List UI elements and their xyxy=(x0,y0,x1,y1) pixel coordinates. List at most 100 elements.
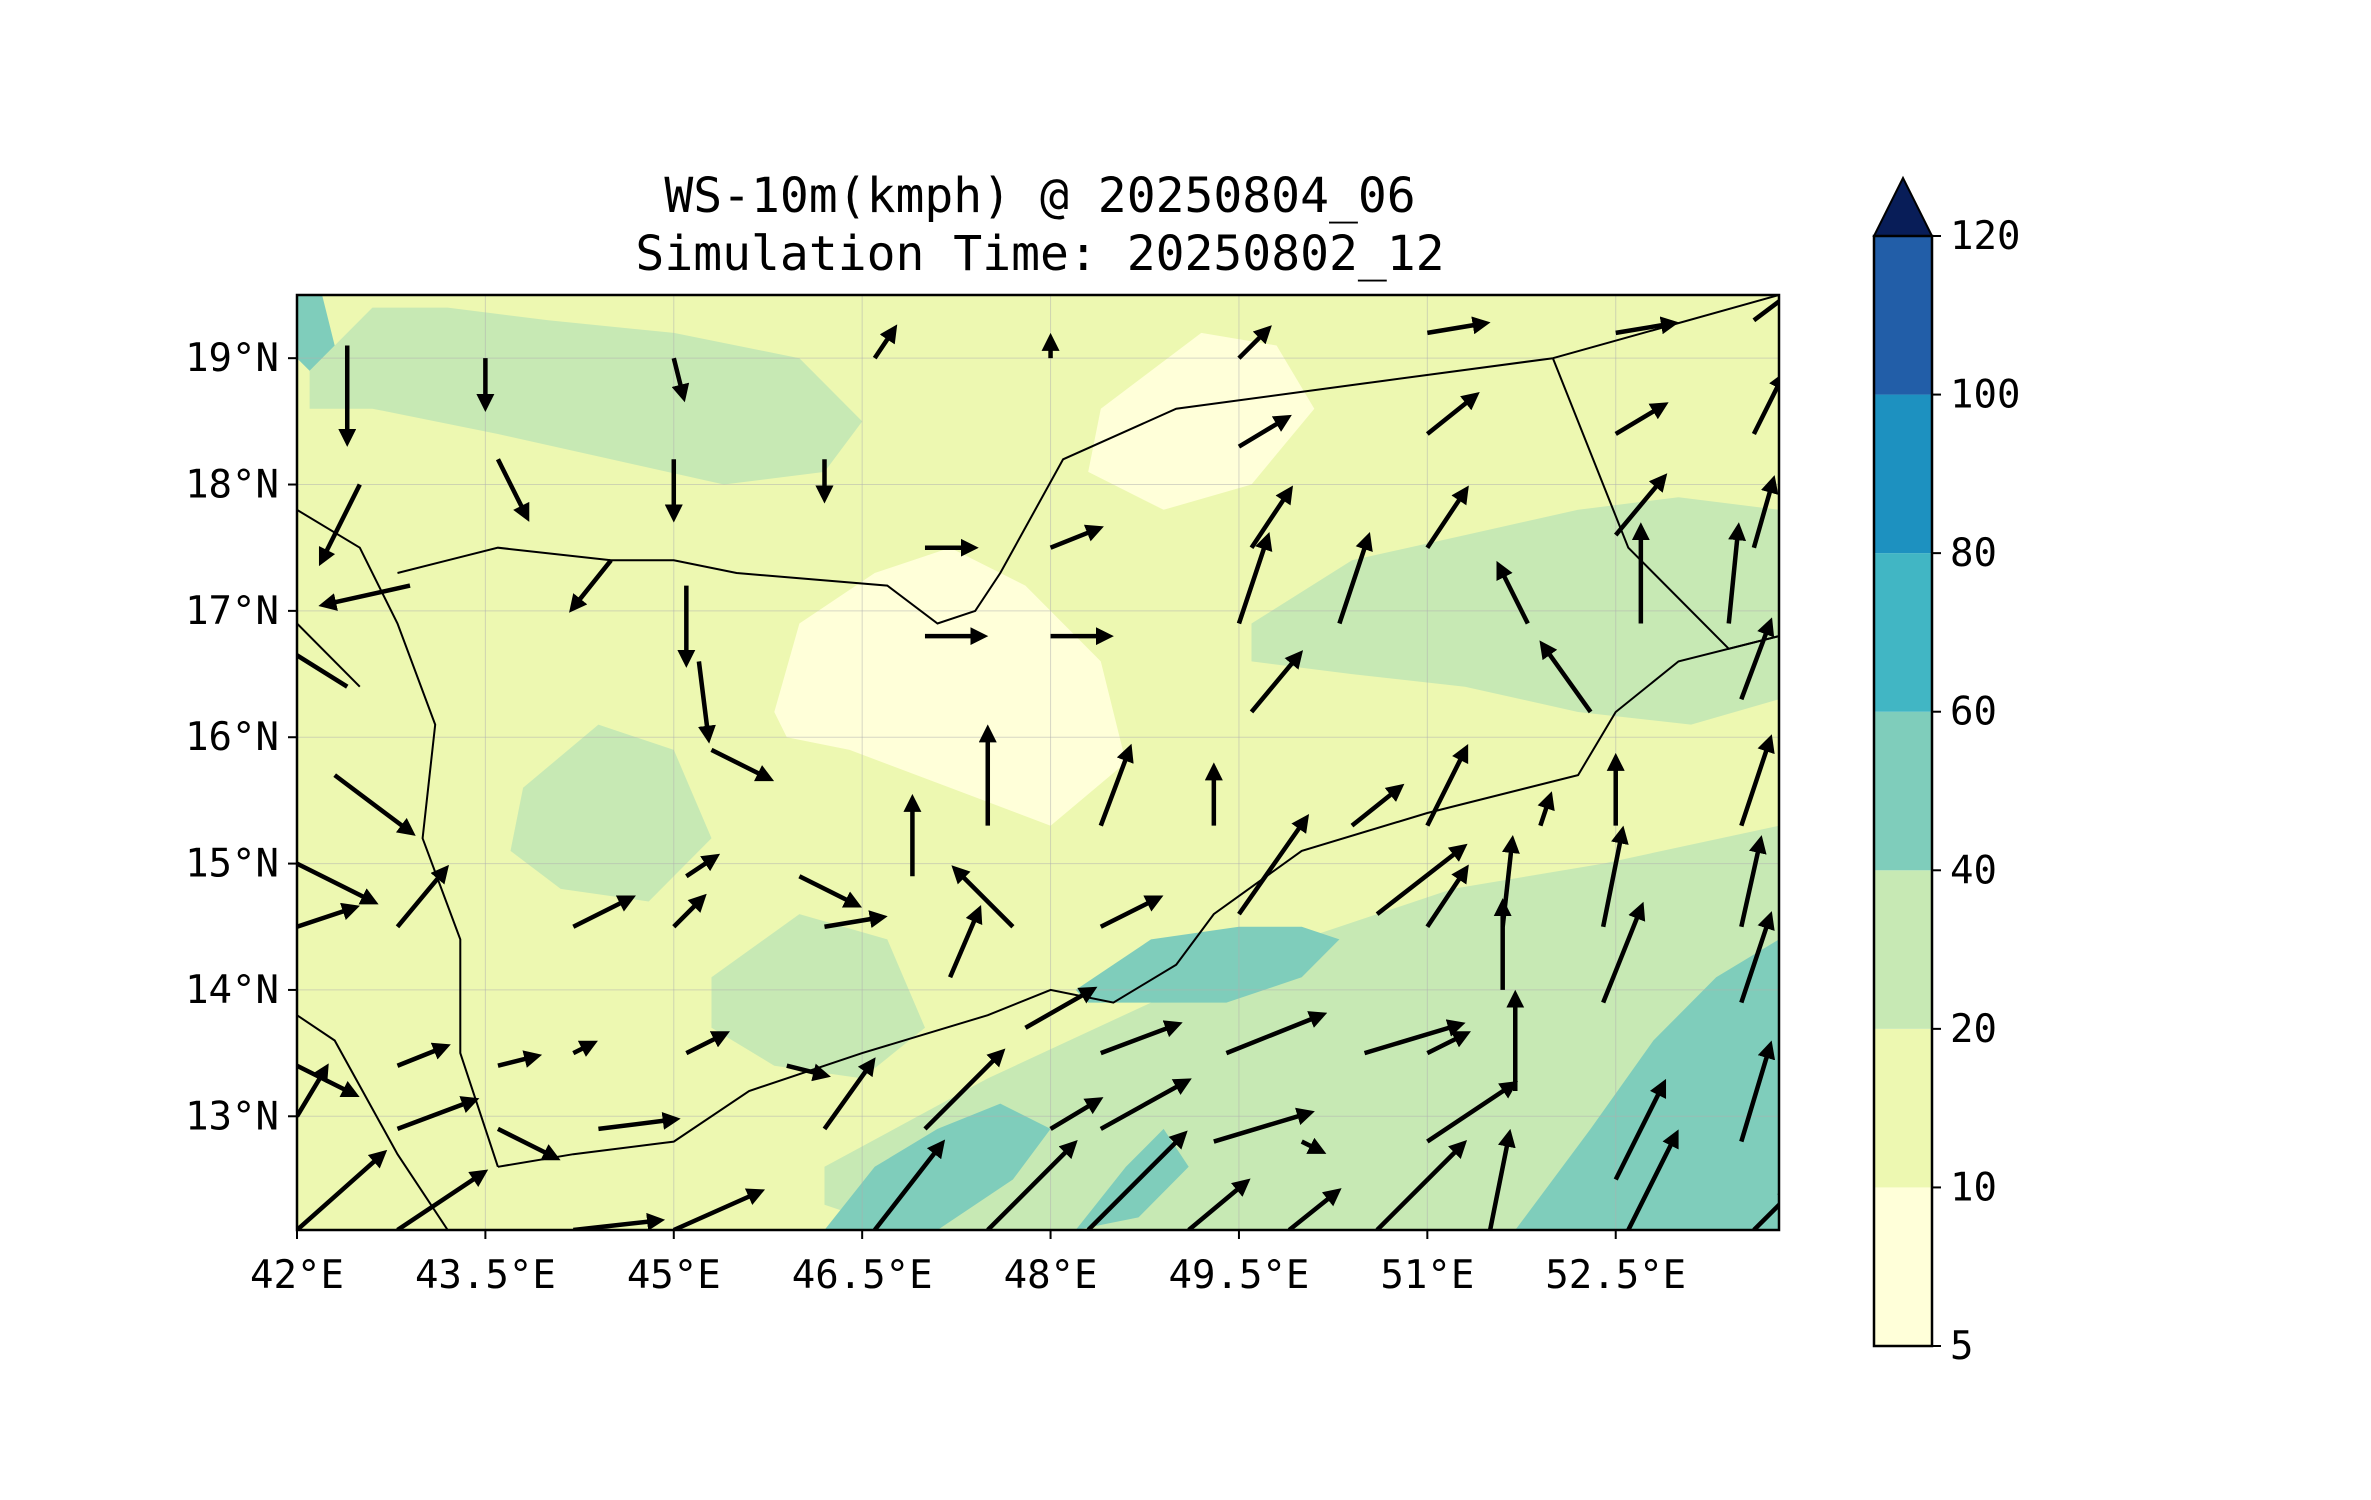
wind-arrow-54 xyxy=(1375,843,1468,916)
wind-arrow-60 xyxy=(395,864,450,929)
colorbar-label: 80 xyxy=(1950,531,1997,576)
speed-region-9 xyxy=(1075,926,1340,1003)
colorbar-label: 10 xyxy=(1950,1165,1997,1210)
wind-arrow-36 xyxy=(1539,640,1593,714)
colorbar-segment-80 xyxy=(1874,394,1932,554)
coast-horn xyxy=(297,1014,449,1230)
wind-arrow-18 xyxy=(569,558,613,613)
wind-arrow-5 xyxy=(1237,325,1272,360)
wind-arrow-90 xyxy=(1300,1137,1327,1154)
colorbar-segment-60 xyxy=(1874,553,1932,712)
wind-arrow-81 xyxy=(297,1063,329,1118)
speed-region-11 xyxy=(297,295,335,371)
wind-arrow-37 xyxy=(1739,617,1775,701)
wind-arrow-53 xyxy=(1237,813,1310,916)
y-axis: 13°N 14°N 15°N 16°N 17°N 18°N 19°N xyxy=(185,336,297,1139)
wind-arrow-100 xyxy=(1086,1130,1188,1230)
wind-arrow-63 xyxy=(824,910,888,929)
wind-arrow-68 xyxy=(1739,911,1775,1004)
wind-arrow-35 xyxy=(1249,650,1304,714)
x-tick-label: 45°E xyxy=(627,1253,721,1298)
wind-arrow-62 xyxy=(672,893,707,929)
wind-arrow-87 xyxy=(1049,1097,1104,1131)
colorbar-label: 120 xyxy=(1950,214,2020,259)
colorbar: 5 10 20 40 60 80 100 120 xyxy=(1872,175,2020,1369)
wind-arrow-99 xyxy=(986,1140,1078,1230)
coast-gulf-of-aden xyxy=(497,635,1779,1168)
wind-arrow-13 xyxy=(1237,414,1292,449)
wind-arrow-74 xyxy=(786,1063,831,1082)
speed-region-2 xyxy=(309,307,863,485)
y-tick-label: 17°N xyxy=(185,589,279,634)
wind-arrow-6 xyxy=(1426,316,1491,336)
wind-arrow-64 xyxy=(948,905,983,979)
wind-arrow-58 xyxy=(1739,835,1767,928)
wind-arrow-94 xyxy=(297,1149,388,1230)
colorbar-segment-100 xyxy=(1874,236,1932,395)
colorbar-label: 5 xyxy=(1950,1324,1973,1369)
wind-arrow-71 xyxy=(497,1050,543,1068)
wind-arrow-15 xyxy=(1614,402,1669,436)
wind-arrow-31 xyxy=(297,652,349,689)
colorbar-label: 60 xyxy=(1950,690,1997,735)
y-tick-label: 14°N xyxy=(185,968,279,1013)
wind-arrow-3 xyxy=(872,324,898,360)
colorbar-label: 20 xyxy=(1950,1007,1997,1052)
wind-arrow-88 xyxy=(1099,1078,1192,1131)
wind-arrow-70 xyxy=(396,1042,451,1068)
x-tick-label: 49.5°E xyxy=(1169,1253,1310,1298)
colorbar-label: 100 xyxy=(1950,373,2020,418)
wind-arrow-41 xyxy=(1098,743,1134,827)
wind-arrow-32 xyxy=(696,661,716,744)
wind-arrow-102 xyxy=(1287,1188,1342,1230)
wind-arrow-26 xyxy=(1236,532,1273,625)
wind-arrow-55 xyxy=(1425,864,1469,929)
chart-title: WS-10m(kmph) @ 20250804_06 xyxy=(664,168,1416,224)
wind-arrow-49 xyxy=(685,853,721,879)
colorbar-segment-20 xyxy=(1874,870,1932,1029)
map-frame xyxy=(295,293,1781,1232)
colorbar-segment-40 xyxy=(1874,711,1932,871)
map-area xyxy=(295,293,1781,1232)
speed-region-10 xyxy=(1515,939,1779,1230)
wind-arrow-24 xyxy=(1614,473,1668,537)
wind-arrow-52 xyxy=(951,865,1015,929)
wind-arrow-91 xyxy=(1426,1081,1519,1144)
wind-arrow-17 xyxy=(318,583,411,611)
colorbar-frame xyxy=(1872,234,1934,1348)
wind-arrow-76 xyxy=(1100,1020,1183,1056)
wind-arrow-23 xyxy=(1425,485,1469,549)
wind-arrow-30 xyxy=(1726,522,1747,624)
speed-region-6 xyxy=(824,825,1779,1230)
wind-arrow-10 xyxy=(495,458,530,522)
x-tick-label: 43.5°E xyxy=(415,1253,556,1298)
x-tick-label: 46.5°E xyxy=(792,1253,933,1298)
wind-arrow-89 xyxy=(1213,1107,1315,1144)
speed-region-1 xyxy=(1088,332,1315,510)
wind-arrow-77 xyxy=(1225,1011,1328,1056)
wind-arrow-105 xyxy=(1626,1129,1679,1230)
wind-arrow-104 xyxy=(1487,1128,1516,1230)
wind-arrow-57 xyxy=(1600,825,1629,928)
wind-arrow-16 xyxy=(1751,371,1779,435)
wind-arrow-8 xyxy=(1752,295,1779,323)
colorbar-segment-10 xyxy=(1874,1028,1932,1188)
wind-arrow-101 xyxy=(1187,1178,1251,1230)
wind-arrow-79 xyxy=(1426,1031,1471,1056)
wind-arrow-67 xyxy=(1601,901,1646,1004)
wind-arrow-78 xyxy=(1363,1019,1466,1056)
y-tick-label: 19°N xyxy=(185,336,279,381)
wind-arrow-73 xyxy=(685,1031,730,1056)
wind-arrow-97 xyxy=(672,1188,766,1230)
wind-arrow-43 xyxy=(1350,783,1405,828)
wind-arrow-27 xyxy=(1337,532,1373,625)
wind-arrow-84 xyxy=(598,1111,681,1132)
wind-arrow-72 xyxy=(572,1040,598,1057)
wind-arrow-98 xyxy=(872,1139,946,1230)
border-saudi-yemen xyxy=(397,357,1554,625)
x-tick-label: 51°E xyxy=(1380,1253,1474,1298)
speed-region-8 xyxy=(1038,1128,1189,1230)
x-tick-label: 52.5°E xyxy=(1545,1253,1686,1298)
wind-arrow-93 xyxy=(1739,1040,1776,1143)
wind-arrow-75 xyxy=(1024,986,1098,1030)
